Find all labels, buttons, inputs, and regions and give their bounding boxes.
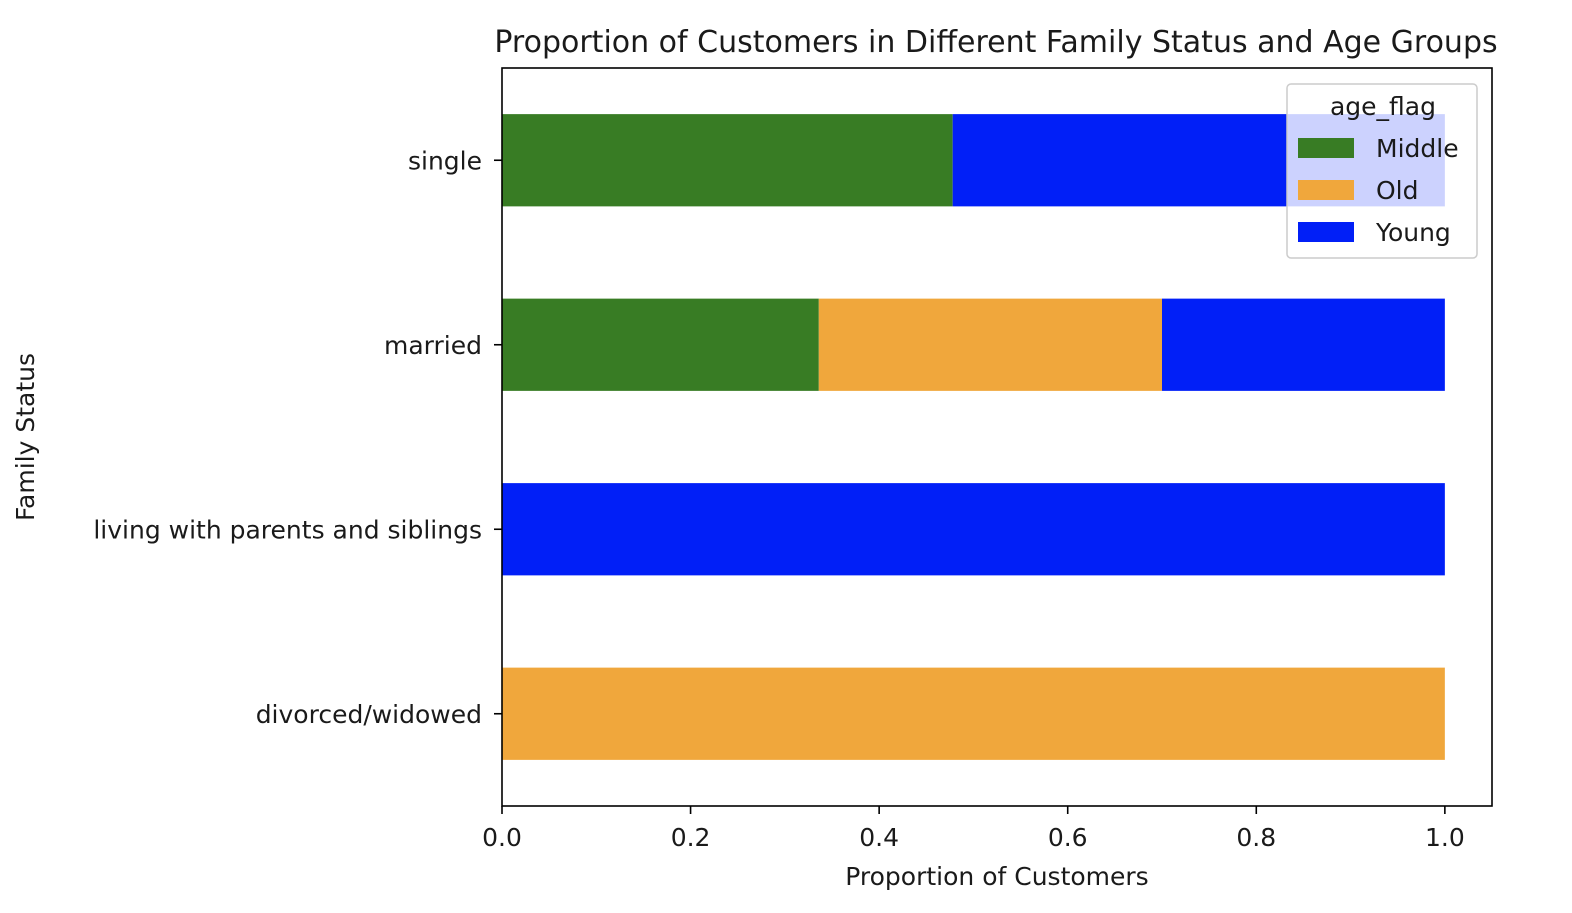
y-tick-label: single [408,146,482,175]
legend-label-middle: Middle [1376,134,1459,163]
x-tick-label: 0.4 [859,823,899,852]
bar-young-2 [1162,298,1445,391]
legend-swatch-young [1298,222,1354,242]
legend-label-young: Young [1375,218,1451,247]
x-tick-label: 0.6 [1048,823,1088,852]
y-axis: divorced/widowed living with parents and … [93,146,502,729]
bar-young-1 [502,483,1445,576]
x-axis: 0.0 0.2 0.4 0.6 0.8 1.0 [482,806,1465,852]
x-tick-label: 0.8 [1236,823,1276,852]
legend-label-old: Old [1376,176,1419,205]
plot-frame [501,67,1493,807]
bar-old-0 [502,667,1445,760]
bar-middle-2 [502,298,819,391]
x-tick-label: 1.0 [1425,823,1465,852]
legend: age_flag Middle Old Young [1286,83,1478,259]
x-axis-label: Proportion of Customers [845,862,1148,891]
y-tick-label: living with parents and siblings [93,515,482,544]
legend-title: age_flag [1330,92,1436,121]
x-tick-label: 0.0 [482,823,522,852]
bar-old-2 [818,298,1162,391]
bars-layer [502,114,1445,760]
legend-swatch-middle [1298,138,1354,158]
legend-box [1286,83,1478,259]
legend-items: Middle Old Young [1298,134,1459,247]
chart-title: Proportion of Customers in Different Fam… [494,25,1497,60]
y-axis-label: Family Status [11,353,40,521]
legend-swatch-old [1298,180,1354,200]
bar-middle-3 [502,114,953,207]
y-tick-label: married [384,331,482,360]
y-tick-label: divorced/widowed [256,700,482,729]
x-tick-label: 0.2 [671,823,711,852]
